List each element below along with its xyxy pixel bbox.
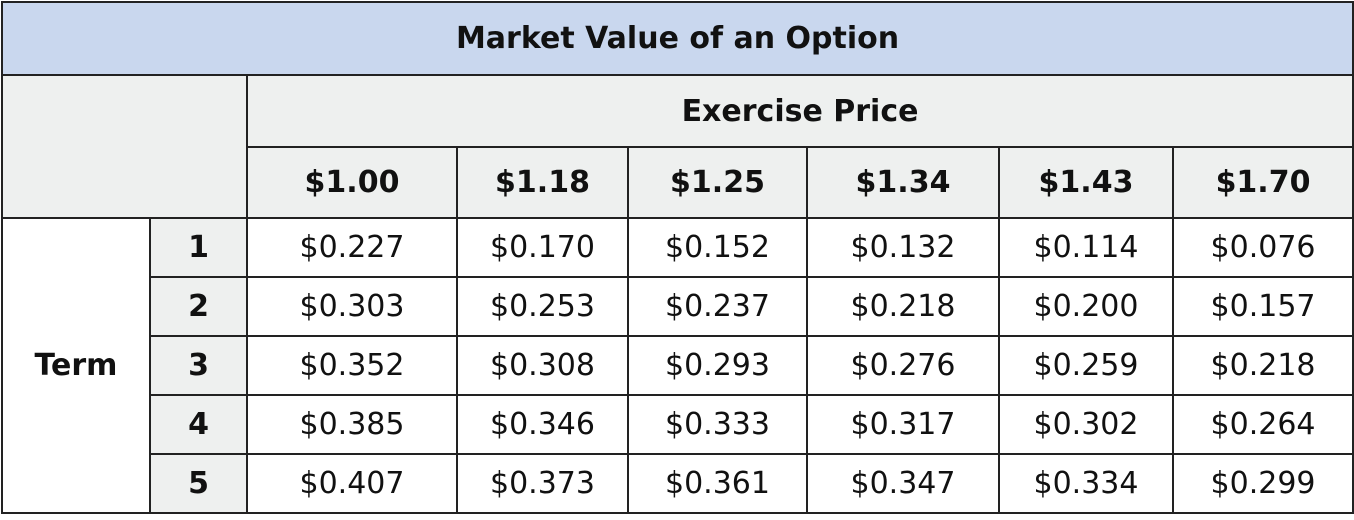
table-cell: $0.347 <box>806 453 1000 514</box>
table-cell: $0.253 <box>456 276 629 337</box>
table-cell: $0.218 <box>1171 335 1354 396</box>
row-header: 3 <box>149 335 248 396</box>
table-cell: $0.334 <box>998 453 1174 514</box>
column-header: $1.70 <box>1171 146 1354 219</box>
table-cell: $0.200 <box>998 276 1174 337</box>
table-title: Market Value of an Option <box>0 1 1354 76</box>
table-cell: $0.333 <box>627 394 808 455</box>
table-cell: $0.302 <box>998 394 1174 455</box>
table-cell: $0.114 <box>998 217 1174 278</box>
table-cell: $0.259 <box>998 335 1174 396</box>
table-cell: $0.308 <box>456 335 629 396</box>
table-cell: $0.276 <box>806 335 1000 396</box>
row-header: 1 <box>149 217 248 278</box>
table-row: 4 $0.385 $0.346 $0.333 $0.317 $0.302 $0.264 <box>2 394 1354 455</box>
column-header: $1.00 <box>246 146 458 219</box>
column-header: $1.18 <box>456 146 629 219</box>
column-header: $1.34 <box>806 146 1000 219</box>
table-row: $1.00 $1.18 $1.25 $1.34 $1.43 $1.70 <box>2 146 1354 219</box>
table-cell: $0.352 <box>246 335 458 396</box>
table-cell: $0.303 <box>246 276 458 337</box>
table-cell: $0.293 <box>627 335 808 396</box>
table-row: 3 $0.352 $0.308 $0.293 $0.276 $0.259 $0.218 <box>2 335 1354 396</box>
table-cell: $0.157 <box>1171 276 1354 337</box>
table-cell: $0.407 <box>246 453 458 514</box>
table-cell: $0.299 <box>1171 453 1354 514</box>
table-cell: $0.152 <box>627 217 808 278</box>
table-row: Exercise Price <box>1 74 1354 219</box>
table-row: Market Value of an Option <box>0 1 1354 76</box>
row-header: 2 <box>149 276 248 337</box>
table-row: Term 1 $0.227 $0.170 $0.152 $0.132 $0.114 $0.07… <box>1 217 1354 514</box>
table-cell: $0.218 <box>806 276 1000 337</box>
row-header: 5 <box>149 453 248 514</box>
row-header: 4 <box>149 394 248 455</box>
table-row: 2 $0.303 $0.253 $0.237 $0.218 $0.200 $0.157 <box>2 276 1354 337</box>
table-cell: $0.076 <box>1171 217 1354 278</box>
table-cell: $0.132 <box>806 217 1000 278</box>
row-group-label: Term <box>1 217 151 514</box>
table-cell: $0.317 <box>806 394 1000 455</box>
table-cell: $0.237 <box>627 276 808 337</box>
column-header: $1.43 <box>998 146 1174 219</box>
column-group-label: Exercise Price <box>245 74 1354 148</box>
table-row: 5 $0.407 $0.373 $0.361 $0.347 $0.334 $0.299 <box>2 453 1354 514</box>
table-cell: $0.373 <box>456 453 629 514</box>
table-cell: $0.227 <box>246 217 458 278</box>
table-cell: $0.346 <box>456 394 629 455</box>
table-cell: $0.170 <box>456 217 629 278</box>
table-cell: $0.361 <box>627 453 808 514</box>
column-header: $1.25 <box>627 146 808 219</box>
table-cell: $0.264 <box>1171 394 1354 455</box>
corner-cell <box>1 74 248 219</box>
table-cell: $0.385 <box>246 394 458 455</box>
